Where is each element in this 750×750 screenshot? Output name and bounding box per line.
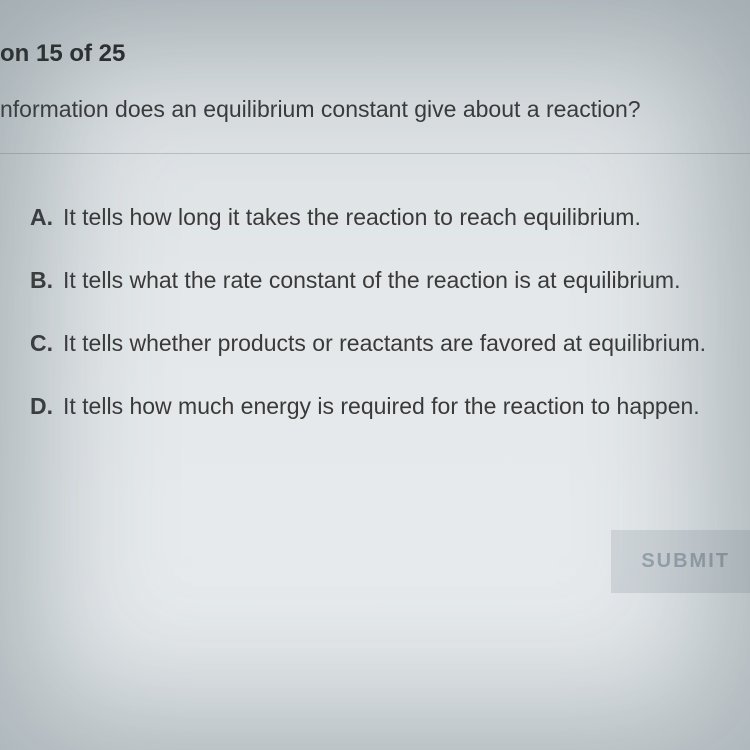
option-d[interactable]: D. It tells how much energy is required … <box>30 393 750 420</box>
option-text: It tells how much energy is required for… <box>63 393 700 420</box>
quiz-container: on 15 of 25 nformation does an equilibri… <box>0 0 750 750</box>
divider <box>0 153 750 154</box>
question-text: nformation does an equilibrium constant … <box>0 96 750 123</box>
option-b[interactable]: B. It tells what the rate constant of th… <box>30 267 750 294</box>
option-text: It tells how long it takes the reaction … <box>63 204 641 231</box>
options-list: A. It tells how long it takes the reacti… <box>0 204 750 420</box>
submit-button[interactable]: SUBMIT <box>611 530 750 593</box>
option-letter: C. <box>30 330 53 357</box>
option-letter: B. <box>30 267 53 294</box>
option-letter: D. <box>30 393 53 420</box>
option-text: It tells whether products or reactants a… <box>63 330 706 357</box>
submit-wrapper: SUBMIT <box>611 530 750 593</box>
option-a[interactable]: A. It tells how long it takes the reacti… <box>30 204 750 231</box>
option-c[interactable]: C. It tells whether products or reactant… <box>30 330 750 357</box>
option-letter: A. <box>30 204 53 231</box>
question-progress: on 15 of 25 <box>0 40 750 68</box>
option-text: It tells what the rate constant of the r… <box>63 267 681 294</box>
